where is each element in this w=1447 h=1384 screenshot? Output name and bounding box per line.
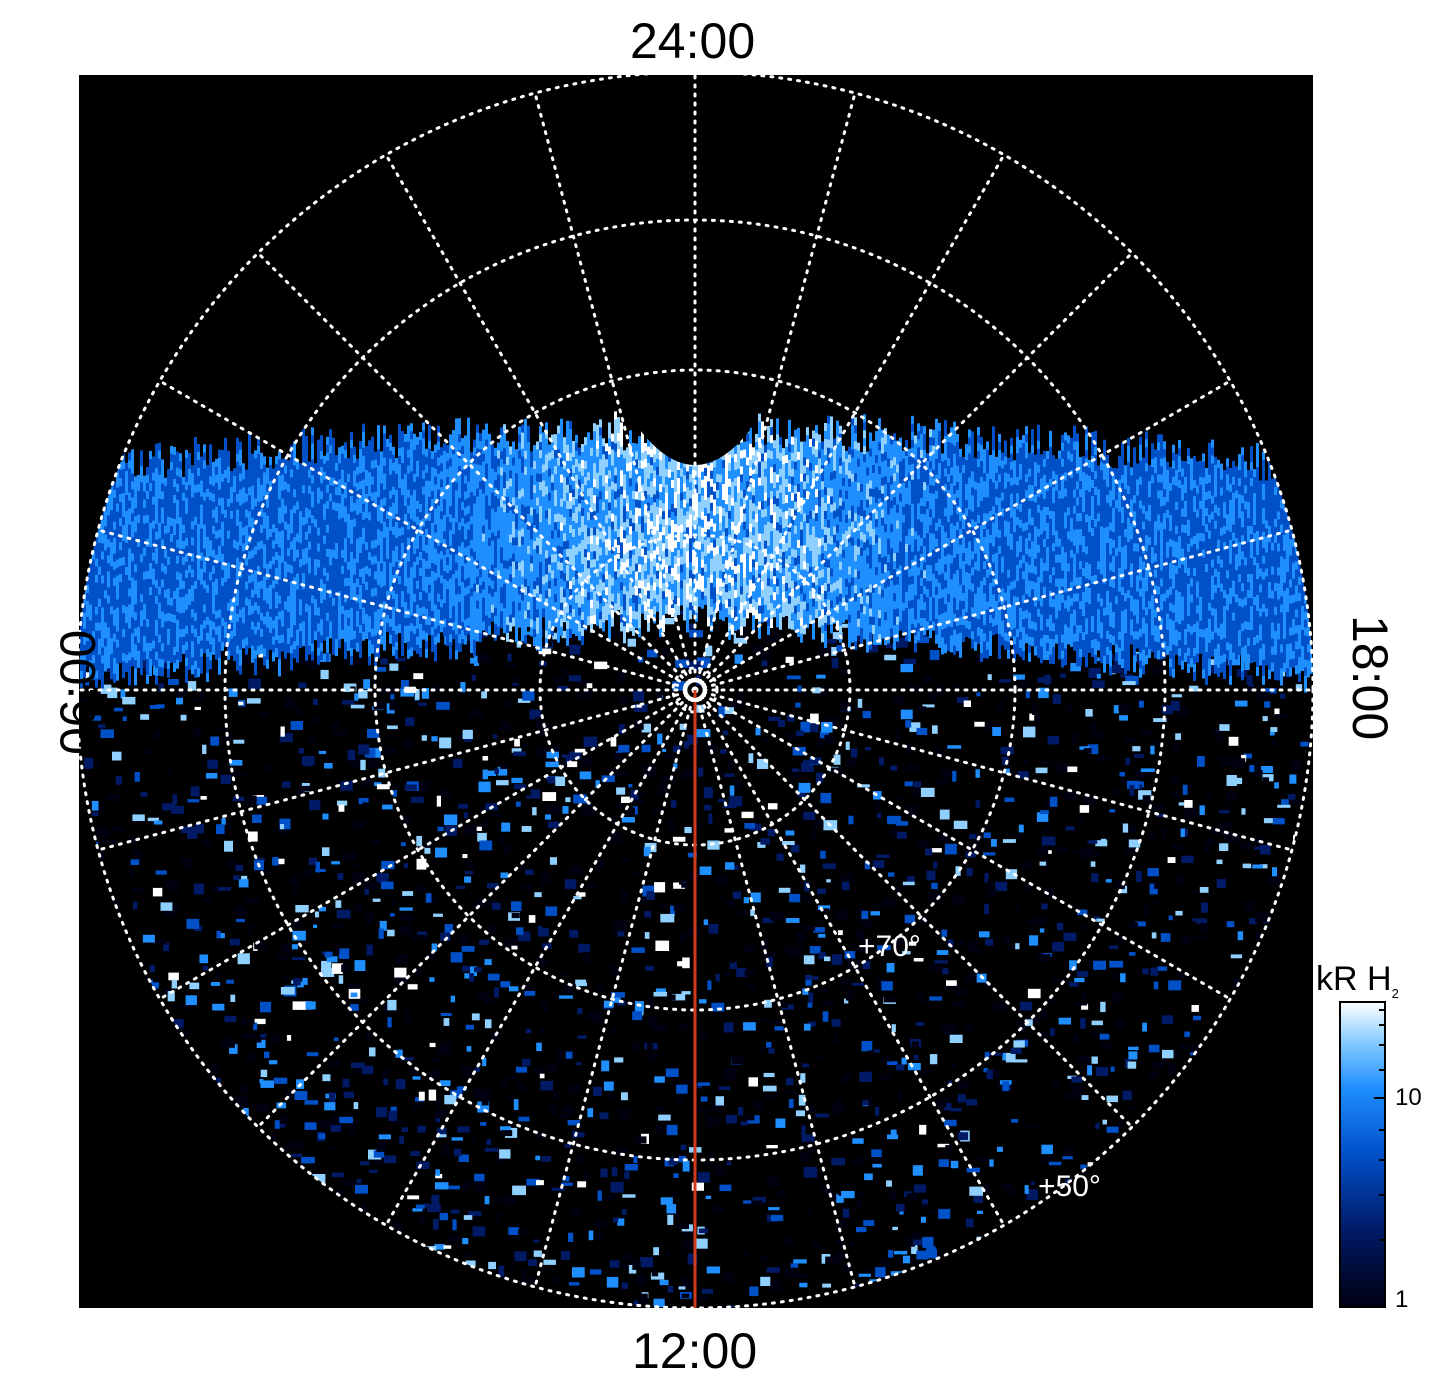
- colorbar-tick-1: 1: [1395, 1286, 1409, 1313]
- colorbar-tick-10: 10: [1395, 1084, 1422, 1111]
- mlt-label-top: 24:00: [630, 13, 756, 69]
- lat-lon-grid: [79, 75, 1313, 1308]
- pole-marker: [683, 678, 707, 702]
- latitude-label-70: +70°: [858, 930, 921, 963]
- mlt-label-left: 06:00: [50, 629, 106, 755]
- colorbar-title: kR H2: [1316, 960, 1399, 1001]
- colorbar-title-main: kR H: [1316, 960, 1392, 998]
- colorbar: [1339, 1001, 1386, 1308]
- mlt-label-right: 18:00: [1342, 615, 1398, 741]
- mlt-label-bottom: 12:00: [632, 1323, 758, 1379]
- latitude-label-50: +50°: [1038, 1170, 1101, 1203]
- colorbar-tick-marks: [1374, 1009, 1385, 1241]
- colorbar-title-sub: 2: [1391, 985, 1399, 1001]
